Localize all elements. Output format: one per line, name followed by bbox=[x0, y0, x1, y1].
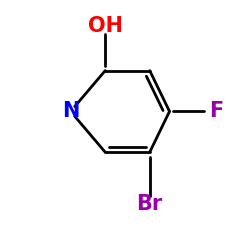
Text: N: N bbox=[62, 102, 79, 121]
Text: OH: OH bbox=[88, 16, 123, 36]
Text: Br: Br bbox=[136, 194, 163, 214]
Text: F: F bbox=[209, 102, 223, 121]
